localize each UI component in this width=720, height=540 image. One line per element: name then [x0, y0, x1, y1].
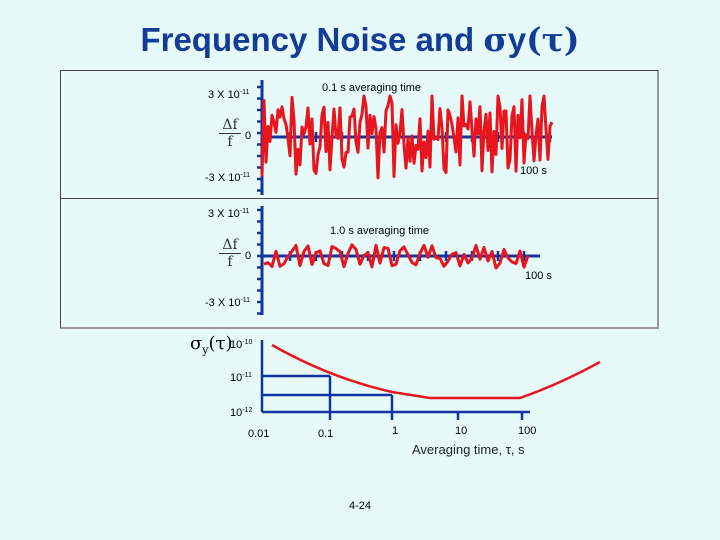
panel1-y-top-mantissa: 3 X 10 [208, 89, 240, 101]
panel1-y-bottom-mantissa: -3 X 10 [205, 172, 241, 184]
panel1-zero-label: 0 [245, 130, 252, 142]
panel3-y-tick-2-exp: -12 [242, 407, 253, 414]
panel1-trace [260, 94, 554, 180]
panel3-sigma: σ [190, 333, 203, 354]
panel3-y-tick-0-mantissa: 10 [230, 339, 243, 351]
panel3-x-tick-1: 0.1 [318, 428, 334, 440]
panel1-frac-num: Δf [219, 117, 241, 134]
panel-divider [60, 198, 658, 199]
panel2-y-bottom-mantissa: -3 X 10 [205, 297, 241, 309]
panel3-y-tick-2: 10-12 [230, 407, 252, 419]
panel3-y-tick-2-mantissa: 10 [230, 407, 243, 419]
panel2-y-bottom-label: -3 X 10-11 [205, 297, 250, 309]
panel2-zero-label: 0 [245, 250, 252, 262]
panel1-y-bottom-exp: -11 [240, 172, 251, 179]
panel2-trace [263, 243, 530, 270]
title-y: y [507, 21, 527, 58]
panel2-frac-num: Δf [219, 237, 241, 254]
panel2-frac: Δf f [219, 237, 241, 270]
panel3-y-tick-1: 10-11 [230, 372, 252, 384]
panel3-guide-lines [262, 374, 524, 420]
panel2-x-end-label: 100 s [525, 270, 552, 282]
panel2-y-top-label: 3 X 10-11 [208, 208, 249, 220]
panel2-y-top-exp: -11 [239, 208, 250, 215]
plot-frame [60, 70, 659, 329]
panel3-x-axis-label: Averaging time, τ, s [412, 442, 525, 457]
panel1-y-top-exp: -11 [239, 89, 250, 96]
panel1-caption: 0.1 s averaging time [322, 82, 422, 94]
title-tau: (τ) [526, 20, 580, 59]
panel3-sigma-tau: (τ) [208, 333, 233, 354]
panel3-y-tick-0-exp: -10 [242, 339, 253, 346]
panel1-y-top-label: 3 X 10-11 [208, 89, 249, 101]
panel2-caption: 1.0 s averaging time [330, 225, 430, 237]
panel2-y-bottom-exp: -11 [240, 297, 251, 304]
panel1-y-bottom-label: -3 X 10-11 [205, 172, 250, 184]
panel3-y-tick-1-exp: -11 [242, 372, 252, 379]
panel2-y-top-mantissa: 3 X 10 [208, 208, 240, 220]
title-prefix: Frequency Noise and [140, 21, 484, 58]
panel3-y-tick-0: 10-10 [230, 339, 252, 351]
panel3-y-tick-1-mantissa: 10 [230, 372, 243, 384]
panel2-frac-den: f [227, 254, 233, 270]
panel1-frac-den: f [227, 134, 233, 150]
panel3-x-tick-0: 0.01 [248, 428, 270, 440]
slide-title: Frequency Noise and σy(τ) [0, 20, 720, 59]
panel1-x-end-label: 100 s [520, 165, 547, 177]
panel3-x-tick-3: 10 [455, 425, 468, 437]
panel3-sigma-label: σy(τ) [190, 333, 233, 357]
page-number: 4-24 [348, 500, 372, 512]
panel3-x-tick-4: 100 [518, 425, 537, 437]
title-sigma: σ [483, 20, 508, 59]
panel3-sigma-curve [271, 343, 601, 400]
panel1-frac: Δf f [219, 117, 241, 150]
panel3-sigma-sub: y [202, 343, 209, 357]
panel3-x-tick-2: 1 [392, 425, 399, 437]
